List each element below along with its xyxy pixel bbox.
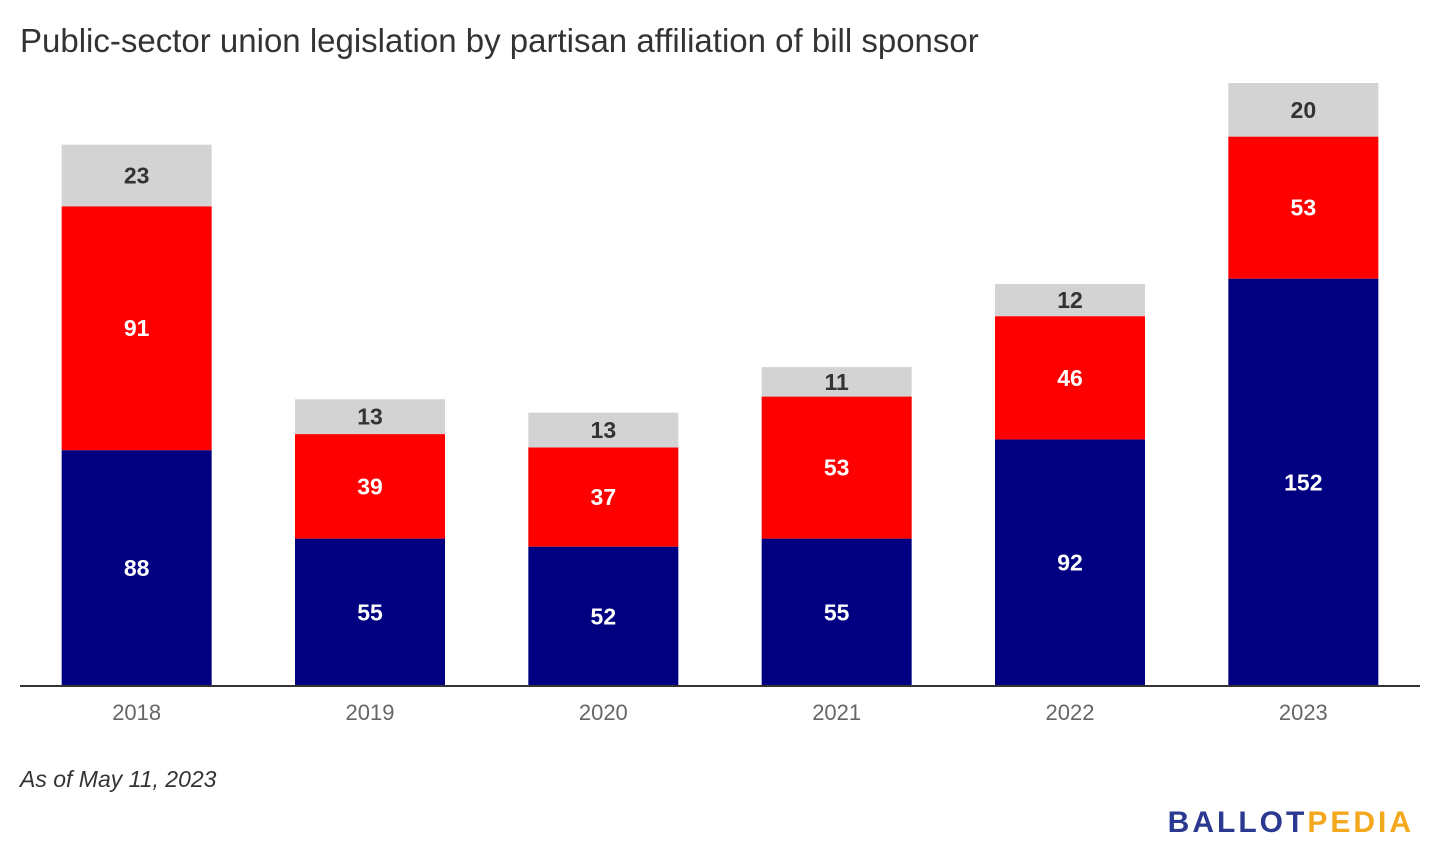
data-label-2020-s2: 13 [591, 417, 617, 443]
data-label-2018-s2: 23 [124, 162, 150, 188]
data-label-2020-s1: 37 [591, 484, 617, 510]
data-label-2019-s1: 39 [357, 473, 383, 499]
bar-segment-2023-s1 [1228, 136, 1379, 279]
x-tick-label-2020: 2020 [579, 700, 628, 725]
data-label-2023-s1: 53 [1291, 195, 1317, 221]
data-label-2020-s0: 52 [591, 603, 617, 629]
bar-segment-2018-s2 [61, 144, 212, 207]
bar-segment-2022-s0 [995, 439, 1145, 686]
bar-segment-2019-s2 [295, 399, 445, 435]
bar-segment-2021-s2 [761, 367, 912, 397]
data-label-2021-s1: 53 [824, 455, 850, 481]
bar-segment-2020-s0 [528, 546, 679, 686]
x-axis-ticks: 2018 2019 2020 2021 2022 2023 [112, 700, 1328, 725]
labels-layer: 88 91 23 55 39 13 52 37 13 55 53 11 92 46 12 152 53 20 [124, 97, 1323, 630]
bar-segment-2020-s1 [528, 447, 679, 547]
chart-title: Public-sector union legislation by parti… [20, 22, 979, 59]
x-tick-label-2019: 2019 [346, 700, 395, 725]
data-label-2022-s2: 12 [1057, 287, 1083, 313]
data-label-2018-s1: 91 [124, 315, 150, 341]
data-label-2022-s1: 46 [1057, 365, 1083, 391]
data-label-2019-s2: 13 [357, 404, 383, 430]
x-tick-label-2022: 2022 [1046, 700, 1095, 725]
data-label-2019-s0: 55 [357, 599, 383, 625]
data-label-2022-s0: 92 [1057, 550, 1083, 576]
bar-segment-2023-s0 [1228, 278, 1379, 686]
logo-part-ballot: BALLOT [1167, 806, 1308, 839]
data-label-2023-s2: 20 [1291, 97, 1317, 123]
data-label-2021-s2: 11 [825, 369, 850, 395]
ballotpedia-logo: BALLOTPEDIA [1168, 806, 1414, 840]
data-label-2018-s0: 88 [124, 555, 150, 581]
bar-segment-2019-s1 [295, 434, 445, 539]
chart-note: As of May 11, 2023 [20, 766, 217, 792]
bar-segment-2021-s0 [761, 538, 912, 686]
bar-segment-2019-s0 [295, 538, 445, 686]
bar-segment-2022-s1 [995, 316, 1145, 440]
bar-segment-2023-s2 [1228, 83, 1379, 137]
bars-layer [61, 83, 1379, 686]
data-label-2023-s0: 152 [1284, 469, 1322, 495]
x-tick-label-2021: 2021 [812, 700, 861, 725]
x-tick-label-2023: 2023 [1279, 700, 1328, 725]
logo-part-pedia: PEDIA [1307, 806, 1414, 839]
bar-segment-2020-s2 [528, 412, 679, 448]
data-label-2021-s0: 55 [824, 599, 850, 625]
bar-segment-2022-s2 [995, 284, 1145, 317]
bar-segment-2018-s0 [61, 450, 212, 686]
bar-segment-2018-s1 [61, 206, 212, 451]
bar-segment-2021-s1 [761, 396, 912, 539]
x-tick-label-2018: 2018 [112, 700, 161, 725]
